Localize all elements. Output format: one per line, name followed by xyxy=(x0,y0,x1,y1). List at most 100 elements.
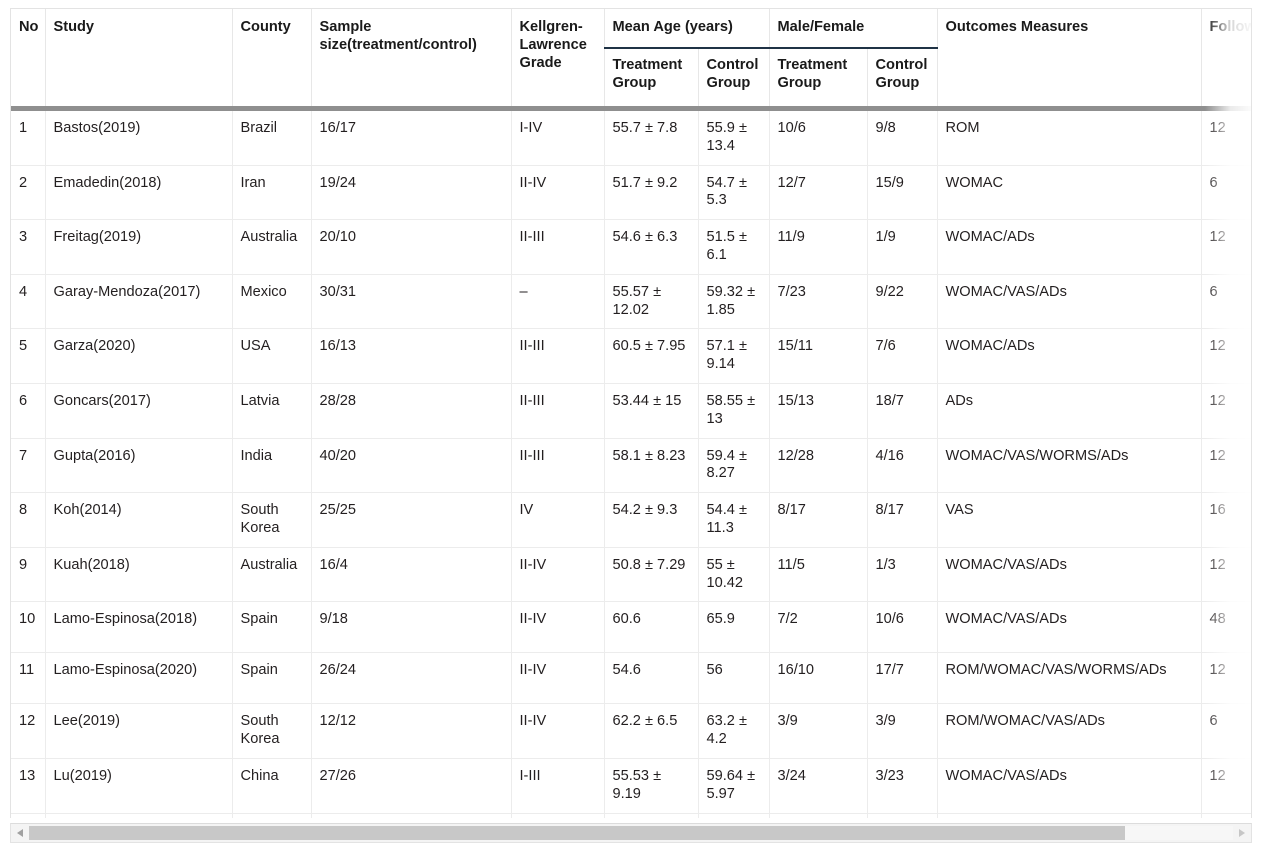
column-header-outcomes-measures[interactable]: Outcomes Measures xyxy=(937,9,1202,106)
scroll-right-arrow-icon[interactable] xyxy=(1233,824,1251,842)
cell-follow-up: 12 xyxy=(1201,111,1251,166)
cell-outcomes: ROM/WOMAC/VAS/ADs xyxy=(937,703,1202,759)
cell-no: 5 xyxy=(11,328,46,384)
header-bottom-rule xyxy=(11,106,1251,111)
cell-follow-up: 12 xyxy=(1201,758,1251,814)
cell-kl-grade: II-IV xyxy=(511,547,605,603)
cell-age-control: 56 xyxy=(698,652,770,705)
cell-kl-grade: II-IV xyxy=(511,601,605,654)
column-header-county[interactable]: County xyxy=(232,9,312,106)
table-body: 1 Bastos(2019) Brazil 16/17 I-IV 55.7 ± 7.8 55… xyxy=(11,111,1251,818)
cell-study: Koh(2014) xyxy=(45,492,233,548)
cell-kl-grade: II-III xyxy=(511,328,605,384)
cell-age-control: 54.4 ± 11.3 xyxy=(698,492,770,548)
cell-no: 1 xyxy=(11,111,46,166)
cell-mf-control: 4/5 xyxy=(867,813,938,818)
scrollbar-thumb[interactable] xyxy=(29,826,1125,840)
cell-mf-treatment: 12/7 xyxy=(769,165,868,221)
cell-kl-grade: I-III xyxy=(511,758,605,814)
cell-outcomes: WOMAC/VAS/ADs xyxy=(937,274,1202,330)
cell-sample-size: 16/13 xyxy=(311,328,512,384)
cell-outcomes: WOMAC/VAS/ADs xyxy=(937,547,1202,603)
cell-study: Matas(2019) xyxy=(45,813,233,818)
cell-no: 3 xyxy=(11,219,46,275)
cell-outcomes: WOMAC/VAS/WORMS/ADs xyxy=(937,813,1202,818)
cell-mf-control: 9/8 xyxy=(867,111,938,166)
cell-study: Bastos(2019) xyxy=(45,111,233,166)
cell-follow-up: 12 xyxy=(1201,383,1251,439)
horizontal-scrollbar[interactable] xyxy=(10,823,1252,843)
cell-mf-control: 1/9 xyxy=(867,219,938,275)
table-row[interactable]: 9 Kuah(2018) Australia 16/4 II-IV 50.8 ± 7.29… xyxy=(11,547,1251,603)
table-row[interactable]: 13 Lu(2019) China 27/26 I-III 55.53 ± 9.19 59.… xyxy=(11,758,1251,814)
column-header-kellgren-lawrence-grade[interactable]: Kellgren-Lawrence Grade xyxy=(511,9,605,106)
cell-kl-grade: II-IV xyxy=(511,165,605,221)
table-row[interactable]: 4 Garay-Mendoza(2017) Mexico 30/31–55.57 ± … xyxy=(11,274,1251,330)
table-row[interactable]: 10 Lamo-Espinosa(2018) Spain 9/18 II-IV 60.6 6… xyxy=(11,601,1251,654)
table-row[interactable]: 8 Koh(2014) South Korea 25/25 IV 54.2 ± 9.3 54… xyxy=(11,492,1251,548)
table-row[interactable]: 3 Freitag(2019) Australia 20/10 II-III 54.6 ±… xyxy=(11,219,1251,275)
scroll-left-arrow-icon[interactable] xyxy=(11,824,29,842)
cell-follow-up: 6 xyxy=(1201,703,1251,759)
cell-follow-up: 12 xyxy=(1201,438,1251,494)
cell-mf-treatment: 8/17 xyxy=(769,492,868,548)
cell-no: 6 xyxy=(11,383,46,439)
table-row[interactable]: 1 Bastos(2019) Brazil 16/17 I-IV 55.7 ± 7.8 55… xyxy=(11,111,1251,166)
table-row[interactable]: 12 Lee(2019) South Korea 12/12 II-IV 62.2 ± 6… xyxy=(11,703,1251,759)
cell-county: Australia xyxy=(232,219,312,275)
cell-no: 2 xyxy=(11,165,46,221)
cell-study: Emadedin(2018) xyxy=(45,165,233,221)
column-header-age-treatment-group[interactable]: Treatment Group xyxy=(604,48,699,106)
cell-mf-treatment: 3/24 xyxy=(769,758,868,814)
cell-kl-grade: II-III xyxy=(511,383,605,439)
cell-mf-control: 3/23 xyxy=(867,758,938,814)
column-group-header-mean-age[interactable]: Mean Age (years) xyxy=(604,9,770,49)
cell-outcomes: WOMAC/VAS/ADs xyxy=(937,601,1202,654)
cell-mf-control: 3/9 xyxy=(867,703,938,759)
cell-age-treatment: 60.6 xyxy=(604,601,699,654)
table-row[interactable]: 11 Lamo-Espinosa(2020) Spain 26/24 II-IV 54.6… xyxy=(11,652,1251,705)
scrollbar-track[interactable] xyxy=(29,826,1233,840)
cell-sample-size: 10/9 xyxy=(311,813,512,818)
table-row[interactable]: 6 Goncars(2017) Latvia 28/28 II-III 53.44 ± 1… xyxy=(11,383,1251,439)
cell-age-control: 59.64 ± 5.97 xyxy=(698,758,770,814)
table-row[interactable]: 2 Emadedin(2018) Iran 19/24 II-IV 51.7 ± 9.2 5… xyxy=(11,165,1251,221)
column-header-mf-treatment-group[interactable]: Treatment Group xyxy=(769,48,868,106)
cell-no: 7 xyxy=(11,438,46,494)
column-header-study[interactable]: Study xyxy=(45,9,233,106)
table-row[interactable]: 7 Gupta(2016) India 40/20 II-III 58.1 ± 8.23 5… xyxy=(11,438,1251,494)
cell-no: 4 xyxy=(11,274,46,330)
cell-kl-grade: II-III xyxy=(511,438,605,494)
cell-study: Lamo-Espinosa(2020) xyxy=(45,652,233,705)
column-header-age-control-group[interactable]: Control Group xyxy=(698,48,770,106)
cell-no: 11 xyxy=(11,652,46,705)
cell-mf-treatment: 3/9 xyxy=(769,703,868,759)
column-group-header-male-female[interactable]: Male/Female xyxy=(769,9,938,49)
cell-age-treatment: 54.2 ± 9.3 xyxy=(604,492,699,548)
column-header-no[interactable]: No xyxy=(11,9,46,106)
column-header-sample-size[interactable]: Sample size(treatment/control) xyxy=(311,9,512,106)
cell-sample-size: 16/4 xyxy=(311,547,512,603)
cell-mf-control: 1/3 xyxy=(867,547,938,603)
cell-age-treatment: 58.1 ± 8.23 xyxy=(604,438,699,494)
cell-follow-up: 6 xyxy=(1201,274,1251,330)
cell-outcomes: ADs xyxy=(937,383,1202,439)
cell-outcomes: WOMAC/VAS/WORMS/ADs xyxy=(937,438,1202,494)
cell-sample-size: 9/18 xyxy=(311,601,512,654)
column-header-mf-control-group[interactable]: Control Group xyxy=(867,48,938,106)
cell-follow-up: 16 xyxy=(1201,492,1251,548)
cell-sample-size: 30/31 xyxy=(311,274,512,330)
table-row[interactable]: 5 Garza(2020) USA 16/13 II-III 60.5 ± 7.95 57.… xyxy=(11,328,1251,384)
table-scroll-viewport[interactable]: No Study County Sample size(treatment/co… xyxy=(10,8,1252,818)
cell-mf-control: 4/16 xyxy=(867,438,938,494)
cell-no: 9 xyxy=(11,547,46,603)
column-header-follow-up[interactable]: Follow up(m xyxy=(1201,9,1251,106)
cell-study: Lu(2019) xyxy=(45,758,233,814)
cell-no: 12 xyxy=(11,703,46,759)
cell-study: Lamo-Espinosa(2018) xyxy=(45,601,233,654)
cell-county: Latvia xyxy=(232,383,312,439)
cell-age-control: 59.32 ± 1.85 xyxy=(698,274,770,330)
cell-kl-grade: – xyxy=(511,274,605,330)
cell-age-control: 55 ± 10.42 xyxy=(698,547,770,603)
